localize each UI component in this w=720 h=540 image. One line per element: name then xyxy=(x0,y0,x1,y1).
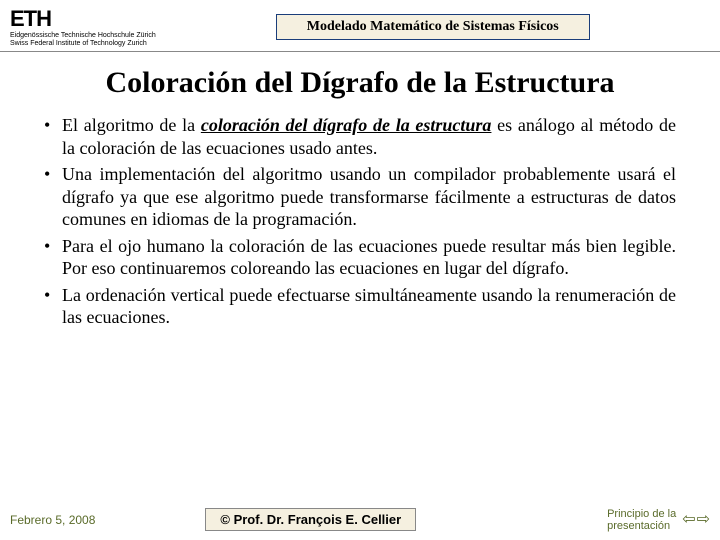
footer-date: Febrero 5, 2008 xyxy=(10,513,95,527)
eth-logo-block: ETH Eidgenössische Technische Hochschule… xyxy=(10,6,156,47)
nav-text-1: Principio de la xyxy=(607,508,676,520)
bullet-dot: • xyxy=(44,163,62,231)
header: ETH Eidgenössische Technische Hochschule… xyxy=(0,0,720,52)
slide-title: Coloración del Dígrafo de la Estructura xyxy=(0,66,720,100)
bullet-pre: La ordenación vertical puede efectuarse … xyxy=(62,285,676,328)
bullet-item: • Para el ojo humano la coloración de la… xyxy=(44,235,676,280)
bullet-dot: • xyxy=(44,114,62,159)
bullet-pre: El algoritmo de la xyxy=(62,115,201,135)
bullet-item: • La ordenación vertical puede efectuars… xyxy=(44,284,676,329)
arrow-left-icon[interactable]: ⇦ xyxy=(682,512,695,528)
eth-subtitle-2: Swiss Federal Institute of Technology Zu… xyxy=(10,40,156,48)
bullet-emph: coloración del dígrafo de la estructura xyxy=(201,115,492,135)
eth-subtitle-1: Eidgenössische Technische Hochschule Zür… xyxy=(10,32,156,40)
bullet-item: • Una implementación del algoritmo usand… xyxy=(44,163,676,231)
bullet-pre: Una implementación del algoritmo usando … xyxy=(62,164,676,229)
bullet-text: Una implementación del algoritmo usando … xyxy=(62,163,676,231)
slide-content: • El algoritmo de la coloración del dígr… xyxy=(0,114,720,329)
footer-nav: Principio de la presentación ⇦ ⇨ xyxy=(607,508,710,532)
arrow-right-icon[interactable]: ⇨ xyxy=(697,512,710,528)
footer: Febrero 5, 2008 © Prof. Dr. François E. … xyxy=(0,508,720,532)
bullet-item: • El algoritmo de la coloración del dígr… xyxy=(44,114,676,159)
course-title-box: Modelado Matemático de Sistemas Físicos xyxy=(276,14,590,40)
eth-logo: ETH xyxy=(10,6,156,32)
nav-text-2: presentación xyxy=(607,520,670,532)
bullet-text: La ordenación vertical puede efectuarse … xyxy=(62,284,676,329)
bullet-dot: • xyxy=(44,284,62,329)
footer-author: © Prof. Dr. François E. Cellier xyxy=(205,508,416,531)
bullet-dot: • xyxy=(44,235,62,280)
nav-link-text[interactable]: Principio de la presentación xyxy=(607,508,676,532)
bullet-text: Para el ojo humano la coloración de las … xyxy=(62,235,676,280)
nav-arrows: ⇦ ⇨ xyxy=(682,512,710,528)
bullet-text: El algoritmo de la coloración del dígraf… xyxy=(62,114,676,159)
bullet-pre: Para el ojo humano la coloración de las … xyxy=(62,236,676,279)
